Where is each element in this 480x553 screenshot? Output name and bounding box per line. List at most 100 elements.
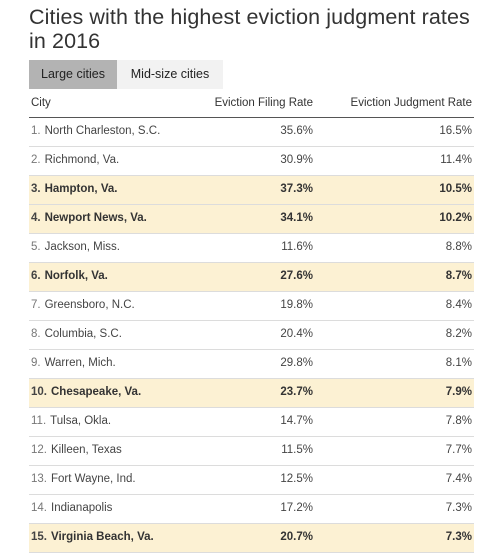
judgment-rate-cell: 8.7%: [445, 270, 472, 282]
table-row: 4. Newport News, Va. 34.1% 10.2%: [29, 205, 474, 234]
city-name: North Charleston, S.C.: [44, 125, 161, 137]
city-name: Columbia, S.C.: [44, 328, 122, 340]
city-name: Richmond, Va.: [44, 154, 120, 166]
city-name: Virginia Beach, Va.: [51, 531, 154, 543]
table-row: 5. Jackson, Miss. 11.6% 8.8%: [29, 234, 474, 263]
table-row: 7. Greensboro, N.C. 19.8% 8.4%: [29, 292, 474, 321]
judgment-rate-cell: 8.8%: [445, 241, 472, 253]
city-name: Hampton, Va.: [44, 183, 118, 195]
rank-number: 1.: [31, 125, 41, 137]
judgment-rate-cell: 7.7%: [445, 444, 472, 456]
column-header-filing-rate[interactable]: Eviction Filing Rate: [214, 97, 313, 109]
rank-number: 10.: [31, 386, 47, 398]
city-name: Killeen, Texas: [51, 444, 122, 456]
rank-number: 14.: [31, 502, 47, 514]
city-cell: 5. Jackson, Miss.: [31, 241, 120, 253]
filing-rate-cell: 29.8%: [280, 357, 313, 369]
eviction-table: City Eviction Filing Rate Eviction Judgm…: [29, 89, 474, 553]
city-cell: 11. Tulsa, Okla.: [31, 415, 111, 427]
table-row: 8. Columbia, S.C. 20.4% 8.2%: [29, 321, 474, 350]
filing-rate-cell: 14.7%: [280, 415, 313, 427]
judgment-rate-cell: 7.3%: [445, 502, 472, 514]
rank-number: 15.: [31, 531, 47, 543]
city-cell: 6. Norfolk, Va.: [31, 270, 108, 282]
table-row: 3. Hampton, Va. 37.3% 10.5%: [29, 176, 474, 205]
rank-number: 9.: [31, 357, 41, 369]
table-row: 13. Fort Wayne, Ind. 12.5% 7.4%: [29, 466, 474, 495]
filing-rate-cell: 23.7%: [280, 386, 313, 398]
table-row: 1. North Charleston, S.C. 35.6% 16.5%: [29, 118, 474, 147]
filing-rate-cell: 20.4%: [280, 328, 313, 340]
rank-number: 11.: [31, 415, 47, 427]
column-header-judgment-rate[interactable]: Eviction Judgment Rate: [350, 97, 472, 109]
judgment-rate-cell: 16.5%: [439, 125, 472, 137]
tab-bar: Large cities Mid-size cities: [29, 60, 223, 89]
filing-rate-cell: 34.1%: [280, 212, 313, 224]
rank-number: 5.: [31, 241, 41, 253]
page-title: Cities with the highest eviction judgmen…: [29, 5, 470, 53]
city-cell: 12. Killeen, Texas: [31, 444, 122, 456]
judgment-rate-cell: 8.1%: [445, 357, 472, 369]
city-name: Fort Wayne, Ind.: [51, 473, 136, 485]
table-row: 15. Virginia Beach, Va. 20.7% 7.3%: [29, 524, 474, 553]
tab-large-cities[interactable]: Large cities: [29, 60, 117, 89]
city-name: Greensboro, N.C.: [44, 299, 135, 311]
table-body: 1. North Charleston, S.C. 35.6% 16.5% 2. Rich…: [29, 118, 474, 553]
city-cell: 10. Chesapeake, Va.: [31, 386, 141, 398]
table-row: 6. Norfolk, Va. 27.6% 8.7%: [29, 263, 474, 292]
judgment-rate-cell: 10.5%: [439, 183, 472, 195]
rank-number: 7.: [31, 299, 41, 311]
filing-rate-cell: 27.6%: [280, 270, 313, 282]
city-name: Chesapeake, Va.: [51, 386, 142, 398]
judgment-rate-cell: 11.4%: [440, 154, 472, 166]
filing-rate-cell: 37.3%: [280, 183, 313, 195]
table-row: 14. Indianapolis 17.2% 7.3%: [29, 495, 474, 524]
city-name: Indianapolis: [51, 502, 113, 514]
city-name: Norfolk, Va.: [44, 270, 108, 282]
city-cell: 8. Columbia, S.C.: [31, 328, 122, 340]
filing-rate-cell: 20.7%: [280, 531, 313, 543]
city-name: Tulsa, Okla.: [50, 415, 112, 427]
filing-rate-cell: 11.5%: [281, 444, 313, 456]
judgment-rate-cell: 7.3%: [445, 531, 472, 543]
filing-rate-cell: 19.8%: [280, 299, 313, 311]
rank-number: 3.: [31, 183, 41, 195]
judgment-rate-cell: 7.4%: [445, 473, 472, 485]
table-row: 10. Chesapeake, Va. 23.7% 7.9%: [29, 379, 474, 408]
table-row: 12. Killeen, Texas 11.5% 7.7%: [29, 437, 474, 466]
city-cell: 13. Fort Wayne, Ind.: [31, 473, 136, 485]
judgment-rate-cell: 8.2%: [445, 328, 472, 340]
filing-rate-cell: 12.5%: [280, 473, 313, 485]
table-row: 2. Richmond, Va. 30.9% 11.4%: [29, 147, 474, 176]
judgment-rate-cell: 8.4%: [445, 299, 472, 311]
filing-rate-cell: 30.9%: [280, 154, 313, 166]
rank-number: 2.: [31, 154, 41, 166]
tab-mid-size-cities[interactable]: Mid-size cities: [117, 60, 223, 89]
city-name: Warren, Mich.: [44, 357, 116, 369]
table-row: 9. Warren, Mich. 29.8% 8.1%: [29, 350, 474, 379]
filing-rate-cell: 35.6%: [280, 125, 313, 137]
city-cell: 7. Greensboro, N.C.: [31, 299, 135, 311]
city-cell: 15. Virginia Beach, Va.: [31, 531, 154, 543]
city-cell: 4. Newport News, Va.: [31, 212, 147, 224]
filing-rate-cell: 17.2%: [280, 502, 313, 514]
column-header-city[interactable]: City: [31, 97, 51, 109]
rank-number: 4.: [31, 212, 41, 224]
judgment-rate-cell: 10.2%: [439, 212, 472, 224]
rank-number: 6.: [31, 270, 41, 282]
table-row: 11. Tulsa, Okla. 14.7% 7.8%: [29, 408, 474, 437]
rank-number: 13.: [31, 473, 47, 485]
filing-rate-cell: 11.6%: [281, 241, 313, 253]
city-cell: 2. Richmond, Va.: [31, 154, 119, 166]
city-name: Jackson, Miss.: [44, 241, 121, 253]
judgment-rate-cell: 7.8%: [445, 415, 472, 427]
rank-number: 12.: [31, 444, 47, 456]
city-name: Newport News, Va.: [44, 212, 147, 224]
city-cell: 1. North Charleston, S.C.: [31, 125, 160, 137]
judgment-rate-cell: 7.9%: [445, 386, 472, 398]
rank-number: 8.: [31, 328, 41, 340]
table-header: City Eviction Filing Rate Eviction Judgm…: [29, 89, 474, 118]
city-cell: 3. Hampton, Va.: [31, 183, 117, 195]
city-cell: 9. Warren, Mich.: [31, 357, 116, 369]
